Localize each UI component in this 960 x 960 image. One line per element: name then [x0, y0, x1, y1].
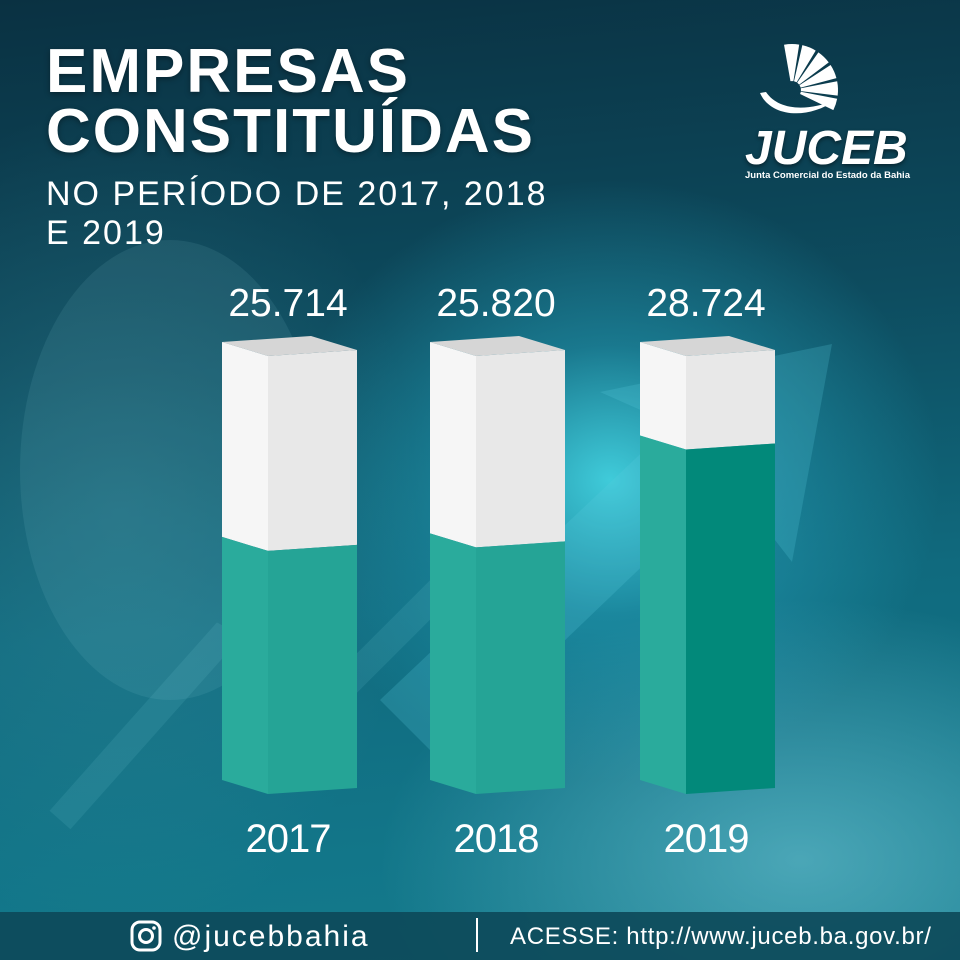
emblem-ray	[800, 91, 838, 111]
bar-filled-side	[222, 536, 268, 794]
footer-bar: @jucebbahia ACESSE: http://www.juceb.ba.…	[0, 912, 960, 960]
bar-chart: 25.714 2017 25.820 2018 28.724 2019	[222, 282, 775, 861]
bar-filled-side	[640, 435, 686, 794]
emblem-swoosh	[760, 92, 836, 114]
emblem-ray	[797, 52, 829, 85]
bar-2019	[640, 336, 775, 794]
bar-empty-side	[430, 342, 476, 548]
subtitle: NO PERÍODO DE 2017, 2018 E 2019	[46, 175, 548, 252]
bar-empty-front	[268, 350, 357, 551]
emblem-ray	[799, 64, 837, 88]
emblem-ray	[794, 45, 816, 83]
website-address: ACESSE: http://www.juceb.ba.gov.br/	[510, 923, 932, 950]
instagram-icon	[130, 920, 162, 952]
bar-empty-side	[222, 342, 268, 551]
bar-filled-front	[268, 544, 357, 794]
bar-top-face	[222, 336, 357, 356]
headline: EMPRESAS CONSTITUÍDAS	[46, 37, 535, 166]
bar-value-label: 25.820	[436, 282, 555, 325]
bar-value-label: 28.724	[646, 282, 765, 325]
headline-line-1: EMPRESAS	[46, 37, 410, 106]
emblem-ray	[784, 44, 800, 82]
subtitle-line-1: NO PERÍODO DE 2017, 2018	[46, 175, 548, 213]
category-label: 2019	[664, 817, 749, 861]
bar-filled-side	[430, 533, 476, 794]
bar-empty-front	[476, 350, 565, 548]
emblem-ray	[800, 81, 838, 96]
bar-filled-front	[476, 541, 565, 794]
logo-tagline: Junta Comercial do Estado da Bahia	[745, 170, 911, 181]
headline-line-2: CONSTITUÍDAS	[46, 97, 535, 166]
bar-empty-side	[640, 342, 686, 450]
subtitle-line-2: E 2019	[46, 214, 166, 252]
bar-empty-front	[686, 350, 775, 450]
juceb-emblem-icon	[760, 44, 838, 114]
bar-top-face	[430, 336, 565, 356]
instagram-handle: @jucebbahia	[172, 920, 370, 953]
bar-top-face	[640, 336, 775, 356]
category-label: 2017	[246, 817, 331, 861]
juceb-logo: JUCEB Junta Comercial do Estado da Bahia	[745, 44, 911, 181]
logo-wordmark: JUCEB	[745, 122, 908, 175]
bar-2018	[430, 336, 565, 794]
bar-value-label: 25.714	[228, 282, 347, 325]
category-label: 2018	[454, 817, 539, 861]
bar-filled-front	[686, 443, 775, 794]
bar-2017	[222, 336, 357, 794]
